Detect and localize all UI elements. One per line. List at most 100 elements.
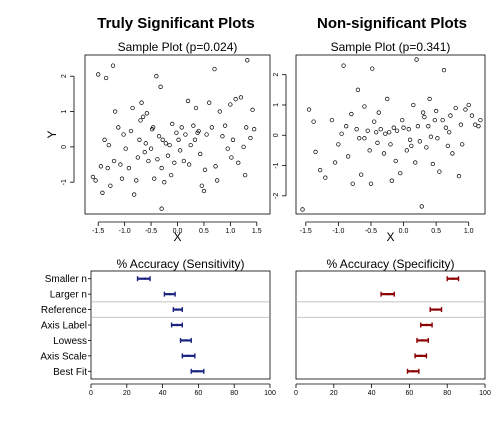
data-point [130, 105, 135, 111]
data-point [212, 66, 217, 72]
y-tick-label: 0 [273, 133, 280, 137]
data-point [313, 149, 318, 155]
data-point [354, 127, 359, 132]
y-tick-label: 2 [273, 73, 280, 77]
data-point [225, 146, 230, 151]
data-point [453, 105, 458, 111]
data-point [146, 158, 151, 164]
data-point [355, 87, 361, 92]
x-tick-label: 0 [89, 390, 93, 397]
data-point [427, 96, 432, 102]
data-point [368, 181, 374, 186]
interval-point [421, 339, 424, 342]
data-point [202, 167, 208, 172]
data-point [251, 127, 257, 132]
data-point [245, 58, 250, 63]
data-point [214, 178, 220, 183]
data-point [238, 95, 244, 100]
data-point [98, 164, 104, 169]
data-point [381, 151, 387, 156]
data-point [132, 192, 137, 197]
data-point [329, 117, 334, 123]
data-point [93, 178, 98, 183]
data-point [440, 117, 445, 123]
data-point [90, 174, 96, 180]
data-point [160, 137, 165, 142]
plot-frame [295, 54, 486, 215]
data-point [362, 136, 367, 141]
data-point [144, 111, 149, 116]
data-point [110, 63, 116, 68]
category-label: Best Fit [53, 367, 87, 378]
data-point [404, 148, 409, 153]
data-point [118, 162, 123, 167]
data-point [388, 142, 393, 147]
data-point [169, 172, 174, 178]
data-point [398, 170, 403, 176]
data-point [460, 142, 465, 147]
data-point [116, 125, 121, 130]
data-point [204, 132, 209, 137]
data-point [170, 121, 175, 127]
data-point [135, 155, 141, 160]
data-point [230, 137, 236, 142]
right-column-title: Non-significant Plots [317, 15, 467, 32]
data-point [476, 124, 481, 129]
data-point [424, 145, 429, 150]
data-point [344, 124, 349, 129]
scatter-panel-nonsignificant: Sample Plot (p=0.341) -1.5 -1.0 -0.5 0.0 0.5 1… [273, 40, 486, 244]
data-point [456, 173, 462, 179]
x-axis-label: X [173, 230, 181, 244]
data-point [458, 122, 464, 127]
data-point [179, 125, 184, 130]
data-point [426, 124, 431, 129]
interval-point [175, 323, 179, 327]
data-point [111, 158, 117, 164]
plot-title: Sample Plot (p=0.341) [331, 40, 451, 54]
data-point [367, 148, 372, 153]
data-point [415, 124, 421, 129]
data-point [362, 104, 367, 109]
data-point [341, 63, 346, 68]
data-point [409, 143, 414, 149]
data-point [121, 132, 126, 137]
y-tick-label: -1 [273, 162, 280, 168]
x-tick-label: 40 [368, 390, 376, 397]
y-axis-label: Y [45, 130, 59, 138]
data-point [430, 161, 436, 167]
x-tick-label: 0.0 [399, 228, 409, 235]
data-point [126, 165, 132, 171]
interval-point [184, 339, 188, 342]
interval-point [186, 354, 189, 358]
data-point [193, 105, 199, 111]
data-point [213, 164, 218, 169]
data-point [407, 137, 413, 142]
data-point [158, 84, 163, 89]
data-point [108, 183, 113, 188]
x-tick-label: 0.0 [173, 228, 183, 235]
x-tick-label: 20 [123, 390, 131, 397]
data-point [177, 148, 183, 153]
x-tick-label: -0.5 [145, 228, 157, 235]
data-point [217, 109, 222, 114]
data-point [209, 125, 215, 130]
x-tick-label: 1.0 [464, 228, 474, 235]
data-point [248, 135, 253, 141]
interval-panel-sensitivity: % Accuracy (Sensitivity) 0 20 40 60 80 100 Smal… [40, 257, 276, 397]
data-point [445, 143, 451, 149]
data-point [188, 142, 193, 148]
interval-point [387, 292, 390, 296]
data-point [143, 141, 148, 146]
x-tick-label: -1.0 [119, 228, 131, 235]
interval-point [143, 277, 146, 280]
data-point [372, 119, 377, 124]
data-point [103, 75, 109, 81]
data-point [228, 102, 233, 107]
data-point [138, 118, 143, 123]
data-point [112, 109, 118, 114]
data-point [359, 172, 364, 177]
x-axis-label: X [386, 230, 394, 244]
data-point [207, 100, 212, 105]
x-tick-label: 0.5 [199, 228, 209, 235]
